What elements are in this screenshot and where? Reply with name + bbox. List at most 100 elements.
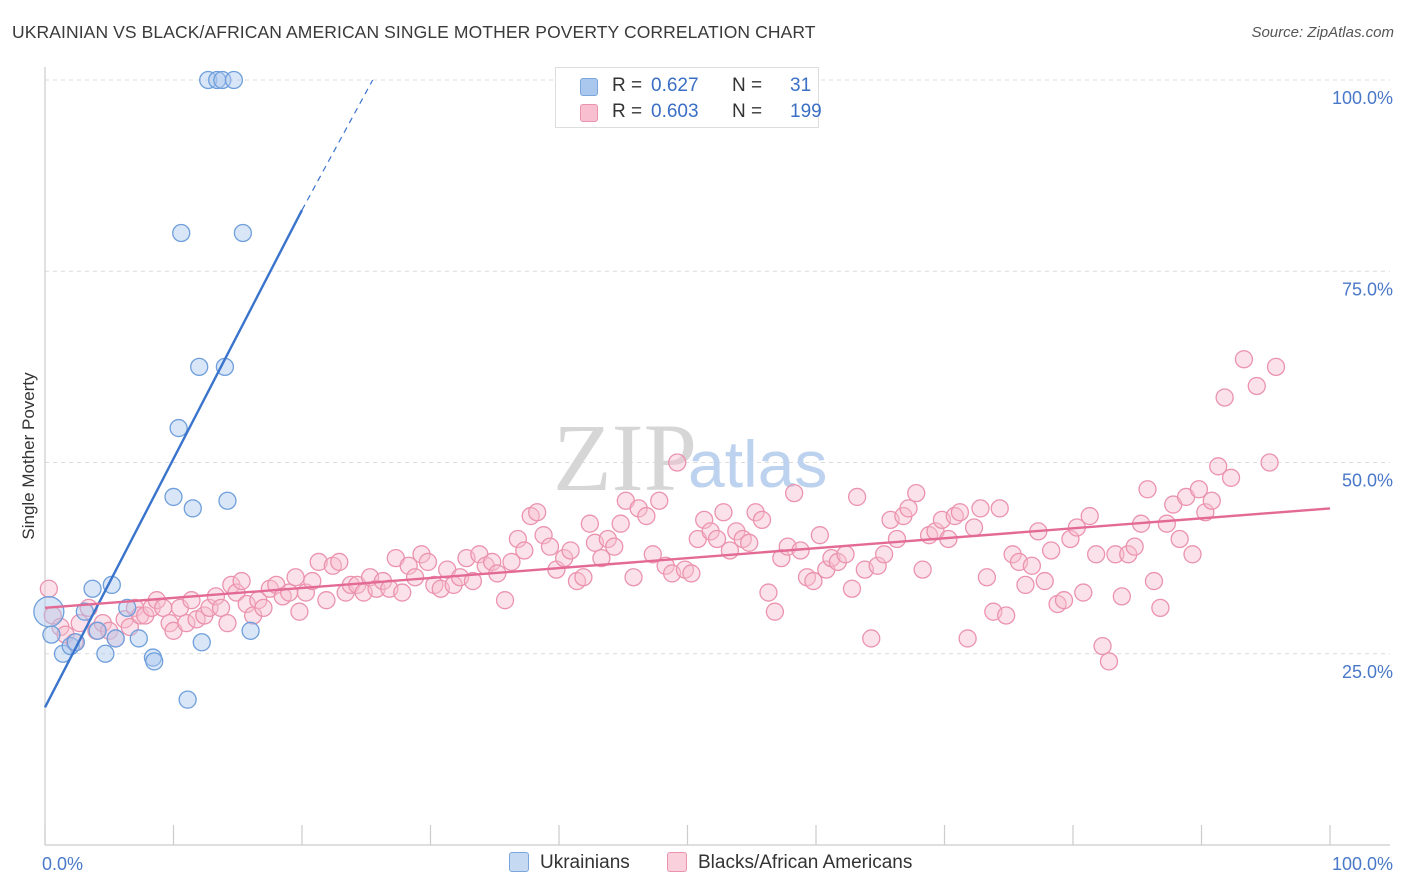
point-blacks xyxy=(254,598,273,617)
point-ukrainians xyxy=(218,491,237,510)
point-blacks xyxy=(483,552,502,572)
point-blacks xyxy=(1042,541,1061,560)
point-blacks xyxy=(1093,636,1112,656)
legend-n-label: N = xyxy=(732,75,763,96)
trendline-ukrainians xyxy=(43,209,304,708)
point-blacks xyxy=(650,491,669,510)
point-ukrainians xyxy=(178,690,197,709)
point-blacks xyxy=(714,503,733,522)
point-blacks xyxy=(574,568,593,587)
point-blacks xyxy=(611,514,630,533)
point-blacks xyxy=(39,579,59,598)
point-blacks xyxy=(958,629,977,648)
point-blacks xyxy=(508,529,528,549)
point-blacks xyxy=(1054,591,1074,610)
point-blacks xyxy=(997,606,1016,625)
source-credit: Source: ZipAtlas.com xyxy=(1251,24,1394,41)
point-blacks xyxy=(1196,503,1215,522)
point-blacks xyxy=(842,579,862,598)
point-blacks xyxy=(874,545,894,564)
point-ukrainians xyxy=(233,223,253,243)
correlation-legend: R = 0.627 N = 31 R = 0.603 N = 199 xyxy=(555,67,822,128)
legend-r-value: 0.627 xyxy=(651,75,699,96)
legend-n-label: N = xyxy=(732,101,763,122)
point-ukrainians xyxy=(42,625,61,644)
point-blacks xyxy=(772,548,791,568)
point-blacks xyxy=(1260,453,1279,472)
point-blacks xyxy=(765,602,785,621)
point-blacks xyxy=(1112,587,1131,606)
point-blacks xyxy=(1157,514,1176,533)
point-blacks xyxy=(707,529,727,549)
y-tick-label: 25.0% xyxy=(1342,662,1393,682)
legend-r-label: R = xyxy=(612,75,643,96)
point-blacks xyxy=(1266,357,1286,377)
point-blacks xyxy=(405,568,425,587)
point-blacks xyxy=(463,571,483,591)
trendline-ukrainians-extension xyxy=(301,79,374,211)
point-blacks xyxy=(309,552,328,572)
point-blacks xyxy=(643,545,662,564)
point-blacks xyxy=(682,564,701,583)
watermark: ZIP atlas xyxy=(553,404,827,511)
point-blacks xyxy=(418,552,438,572)
point-blacks xyxy=(785,483,804,503)
point-blacks xyxy=(1016,575,1035,595)
point-blacks xyxy=(624,568,643,587)
point-blacks xyxy=(977,568,997,587)
point-blacks xyxy=(887,529,907,549)
legend-n-value: 31 xyxy=(790,75,812,96)
point-ukrainians xyxy=(83,579,102,598)
point-blacks xyxy=(1183,545,1202,564)
axes xyxy=(44,67,1390,846)
point-blacks xyxy=(1247,376,1266,396)
point-blacks xyxy=(836,545,855,564)
legend-n-value: 199 xyxy=(790,101,822,122)
legend-r-value: 0.603 xyxy=(651,101,699,122)
point-blacks xyxy=(1202,491,1221,510)
point-blacks xyxy=(862,629,881,648)
point-ukrainians xyxy=(192,633,211,652)
point-blacks xyxy=(828,552,847,572)
point-blacks xyxy=(990,499,1009,518)
point-ukrainians xyxy=(241,621,260,640)
point-ukrainians xyxy=(169,418,188,438)
point-blacks xyxy=(1144,571,1164,591)
point-ukrainians xyxy=(33,596,65,628)
point-blacks xyxy=(561,541,580,560)
point-blacks xyxy=(182,591,201,610)
point-blacks xyxy=(279,583,299,602)
point-blacks xyxy=(1209,457,1228,476)
point-ukrainians xyxy=(224,70,244,90)
point-blacks xyxy=(868,556,887,575)
point-blacks xyxy=(1215,388,1234,407)
point-blacks xyxy=(218,614,237,633)
point-blacks xyxy=(592,548,611,568)
legend-swatch-pink xyxy=(580,104,598,122)
point-blacks xyxy=(1035,571,1054,591)
point-blacks xyxy=(177,614,196,633)
legend-swatch-blue xyxy=(580,78,598,96)
x-tick-label: 0.0% xyxy=(42,854,83,874)
point-blacks xyxy=(1074,583,1093,602)
point-blacks xyxy=(950,503,970,522)
point-blacks xyxy=(211,598,231,617)
legend-label-ukrainians: Ukrainians xyxy=(540,852,630,873)
point-blacks xyxy=(964,518,984,537)
point-blacks xyxy=(1170,529,1189,549)
point-blacks xyxy=(971,499,990,518)
legend-label-blacks: Blacks/African Americans xyxy=(698,852,913,873)
point-blacks xyxy=(1125,537,1144,556)
y-axis-label: Single Mother Poverty xyxy=(19,372,38,540)
point-blacks xyxy=(393,583,412,602)
point-blacks xyxy=(899,499,918,518)
point-blacks xyxy=(1061,529,1080,549)
point-ukrainians xyxy=(96,644,115,663)
point-blacks xyxy=(502,552,521,572)
point-blacks xyxy=(1189,480,1209,499)
point-blacks xyxy=(913,560,932,579)
point-ukrainians xyxy=(183,499,202,518)
point-ukrainians xyxy=(190,357,209,377)
point-blacks xyxy=(629,499,648,518)
